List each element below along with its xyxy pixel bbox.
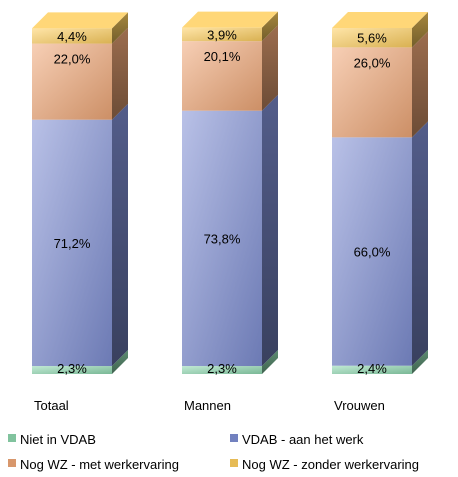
- bar-segment-totaal-4: [32, 12, 128, 44]
- bar-segment-totaal-2: [32, 103, 128, 367]
- data-label-totaal-3: 22,0%: [54, 52, 91, 67]
- category-labels-layer: Totaal Mannen Vrouwen: [34, 398, 385, 413]
- legend-item-4: Nog WZ - zonder werkervaring: [230, 457, 419, 472]
- data-label-vrouwen-2: 66,0%: [354, 245, 391, 260]
- bar-segment-mannen-3: [182, 25, 278, 111]
- data-label-totaal-1: 2,3%: [57, 361, 87, 376]
- legend-label-3: Nog WZ - met werkervaring: [20, 457, 179, 472]
- category-label-vrouwen: Vrouwen: [334, 398, 385, 413]
- data-label-totaal-4: 4,4%: [57, 29, 87, 44]
- legend-swatch-1: [8, 434, 16, 442]
- legend-swatch-2: [230, 434, 238, 442]
- bar-segment-mannen-4: [182, 11, 278, 42]
- category-label-mannen: Mannen: [184, 398, 231, 413]
- legend-swatch-3: [8, 459, 16, 467]
- legend-item-2: VDAB - aan het werk: [230, 432, 364, 447]
- data-label-mannen-4: 3,9%: [207, 27, 237, 42]
- legend-item-1: Niet in VDAB: [8, 432, 96, 447]
- bar-segment-totaal-3: [32, 27, 128, 120]
- data-label-vrouwen-3: 26,0%: [354, 55, 391, 70]
- data-label-mannen-2: 73,8%: [204, 231, 241, 246]
- data-label-mannen-3: 20,1%: [204, 49, 241, 64]
- bar-segment-vrouwen-2: [332, 121, 428, 366]
- category-label-totaal: Totaal: [34, 398, 69, 413]
- bar-segment-vrouwen-1: [332, 349, 428, 374]
- bars-layer: [32, 11, 428, 374]
- legend-label-1: Niet in VDAB: [20, 432, 96, 447]
- data-label-vrouwen-4: 5,6%: [357, 31, 387, 46]
- bar-segment-vrouwen-4: [332, 12, 428, 48]
- data-label-vrouwen-1: 2,4%: [357, 361, 387, 376]
- bar-segment-mannen-2: [182, 94, 278, 367]
- data-labels-layer: 2,3% 71,2% 22,0% 4,4% 2,3% 73,8% 20,1% 3,9% 2,4%…: [54, 27, 391, 376]
- legend-item-3: Nog WZ - met werkervaring: [8, 457, 179, 472]
- bar-segment-totaal-1: [32, 350, 128, 374]
- legend-swatch-4: [230, 459, 238, 467]
- bar-segment-vrouwen-3: [332, 31, 428, 138]
- data-label-totaal-2: 71,2%: [54, 236, 91, 251]
- data-label-mannen-1: 2,3%: [207, 361, 237, 376]
- legend-label-2: VDAB - aan het werk: [242, 432, 364, 447]
- legend-label-4: Nog WZ - zonder werkervaring: [242, 457, 419, 472]
- bar-segment-mannen-1: [182, 350, 278, 374]
- legend: Niet in VDAB VDAB - aan het werk Nog WZ - …: [8, 432, 419, 472]
